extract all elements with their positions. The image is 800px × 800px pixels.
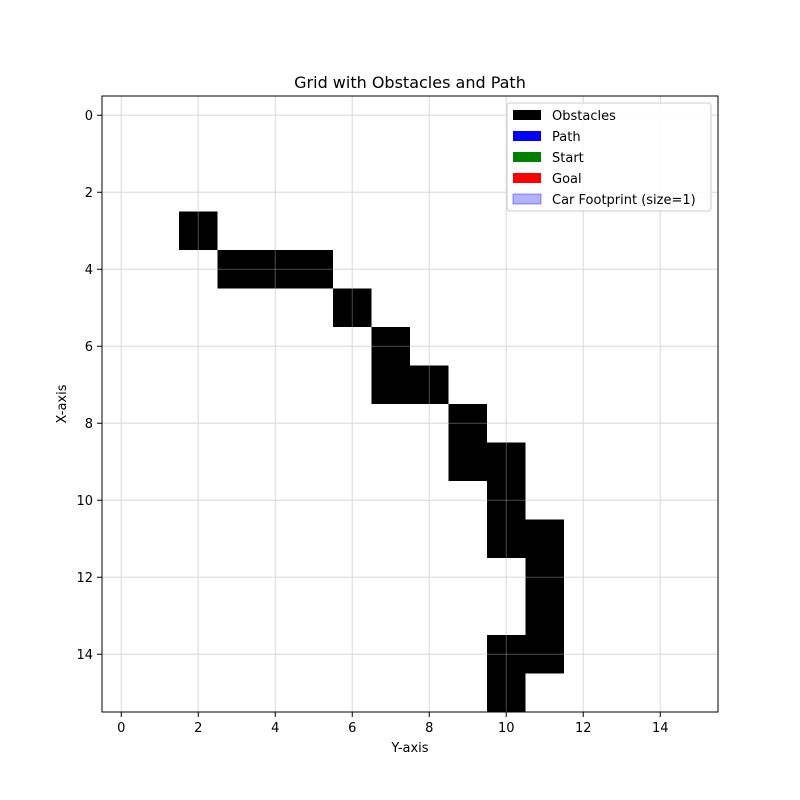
chart-title: Grid with Obstacles and Path — [294, 73, 526, 92]
obstacle-cell — [371, 327, 410, 366]
obstacle-cell — [294, 250, 333, 289]
legend-label: Goal — [552, 172, 582, 187]
legend-frame — [506, 102, 712, 212]
obstacle-cell — [410, 365, 449, 404]
obstacle-cell — [217, 250, 256, 289]
x-tick-label: 12 — [575, 721, 592, 736]
x-tick-label: 0 — [117, 721, 125, 736]
obstacle-cell — [525, 635, 564, 674]
legend-swatch — [513, 152, 541, 162]
legend-swatch — [513, 173, 541, 183]
y-axis-ticks: 0 2 4 6 8 10 12 14 — [76, 109, 102, 663]
x-tick-label: 2 — [194, 721, 202, 736]
y-axis-label: X-axis — [55, 384, 70, 423]
x-tick-label: 6 — [348, 721, 356, 736]
x-tick-label: 4 — [271, 721, 279, 736]
legend-label: Obstacles — [552, 109, 616, 124]
obstacle-cell — [371, 365, 410, 404]
obstacle-cells — [102, 96, 718, 712]
obstacle-cell — [448, 442, 487, 481]
plot-frame — [101, 95, 719, 713]
obstacle-cell — [525, 519, 564, 558]
obstacle-cell — [256, 250, 295, 289]
obstacle-cell — [487, 673, 526, 712]
obstacle-cell — [487, 635, 526, 674]
y-tick-label: 10 — [76, 494, 93, 509]
y-tick-label: 8 — [85, 417, 93, 432]
y-tick-label: 4 — [85, 263, 93, 278]
obstacle-cell — [179, 211, 218, 250]
x-tick-label: 10 — [498, 721, 515, 736]
obstacle-cell — [487, 519, 526, 558]
legend-label: Start — [552, 151, 584, 166]
y-tick-label: 0 — [85, 109, 93, 124]
obstacle-cell — [525, 596, 564, 635]
obstacle-cell — [487, 442, 526, 481]
y-tick-label: 12 — [76, 571, 93, 586]
legend-label: Car Footprint (size=1) — [552, 193, 696, 208]
y-tick-label: 14 — [76, 648, 93, 663]
legend: Obstacles Path Start Goal Car Footprint (siz… — [506, 102, 712, 212]
x-axis-label: Y-axis — [390, 741, 428, 756]
x-tick-label: 14 — [652, 721, 669, 736]
obstacle-cell — [448, 404, 487, 443]
legend-swatch — [513, 131, 541, 141]
x-tick-label: 8 — [425, 721, 433, 736]
obstacle-cell — [487, 481, 526, 520]
x-axis-ticks: 0 2 4 6 8 10 12 14 — [117, 712, 669, 736]
legend-swatch — [513, 110, 541, 120]
obstacle-cell — [525, 558, 564, 597]
y-tick-label: 6 — [85, 340, 93, 355]
legend-swatch — [512, 193, 542, 205]
obstacle-cell — [333, 288, 372, 327]
legend-label: Path — [552, 130, 581, 145]
y-tick-label: 2 — [85, 186, 93, 201]
